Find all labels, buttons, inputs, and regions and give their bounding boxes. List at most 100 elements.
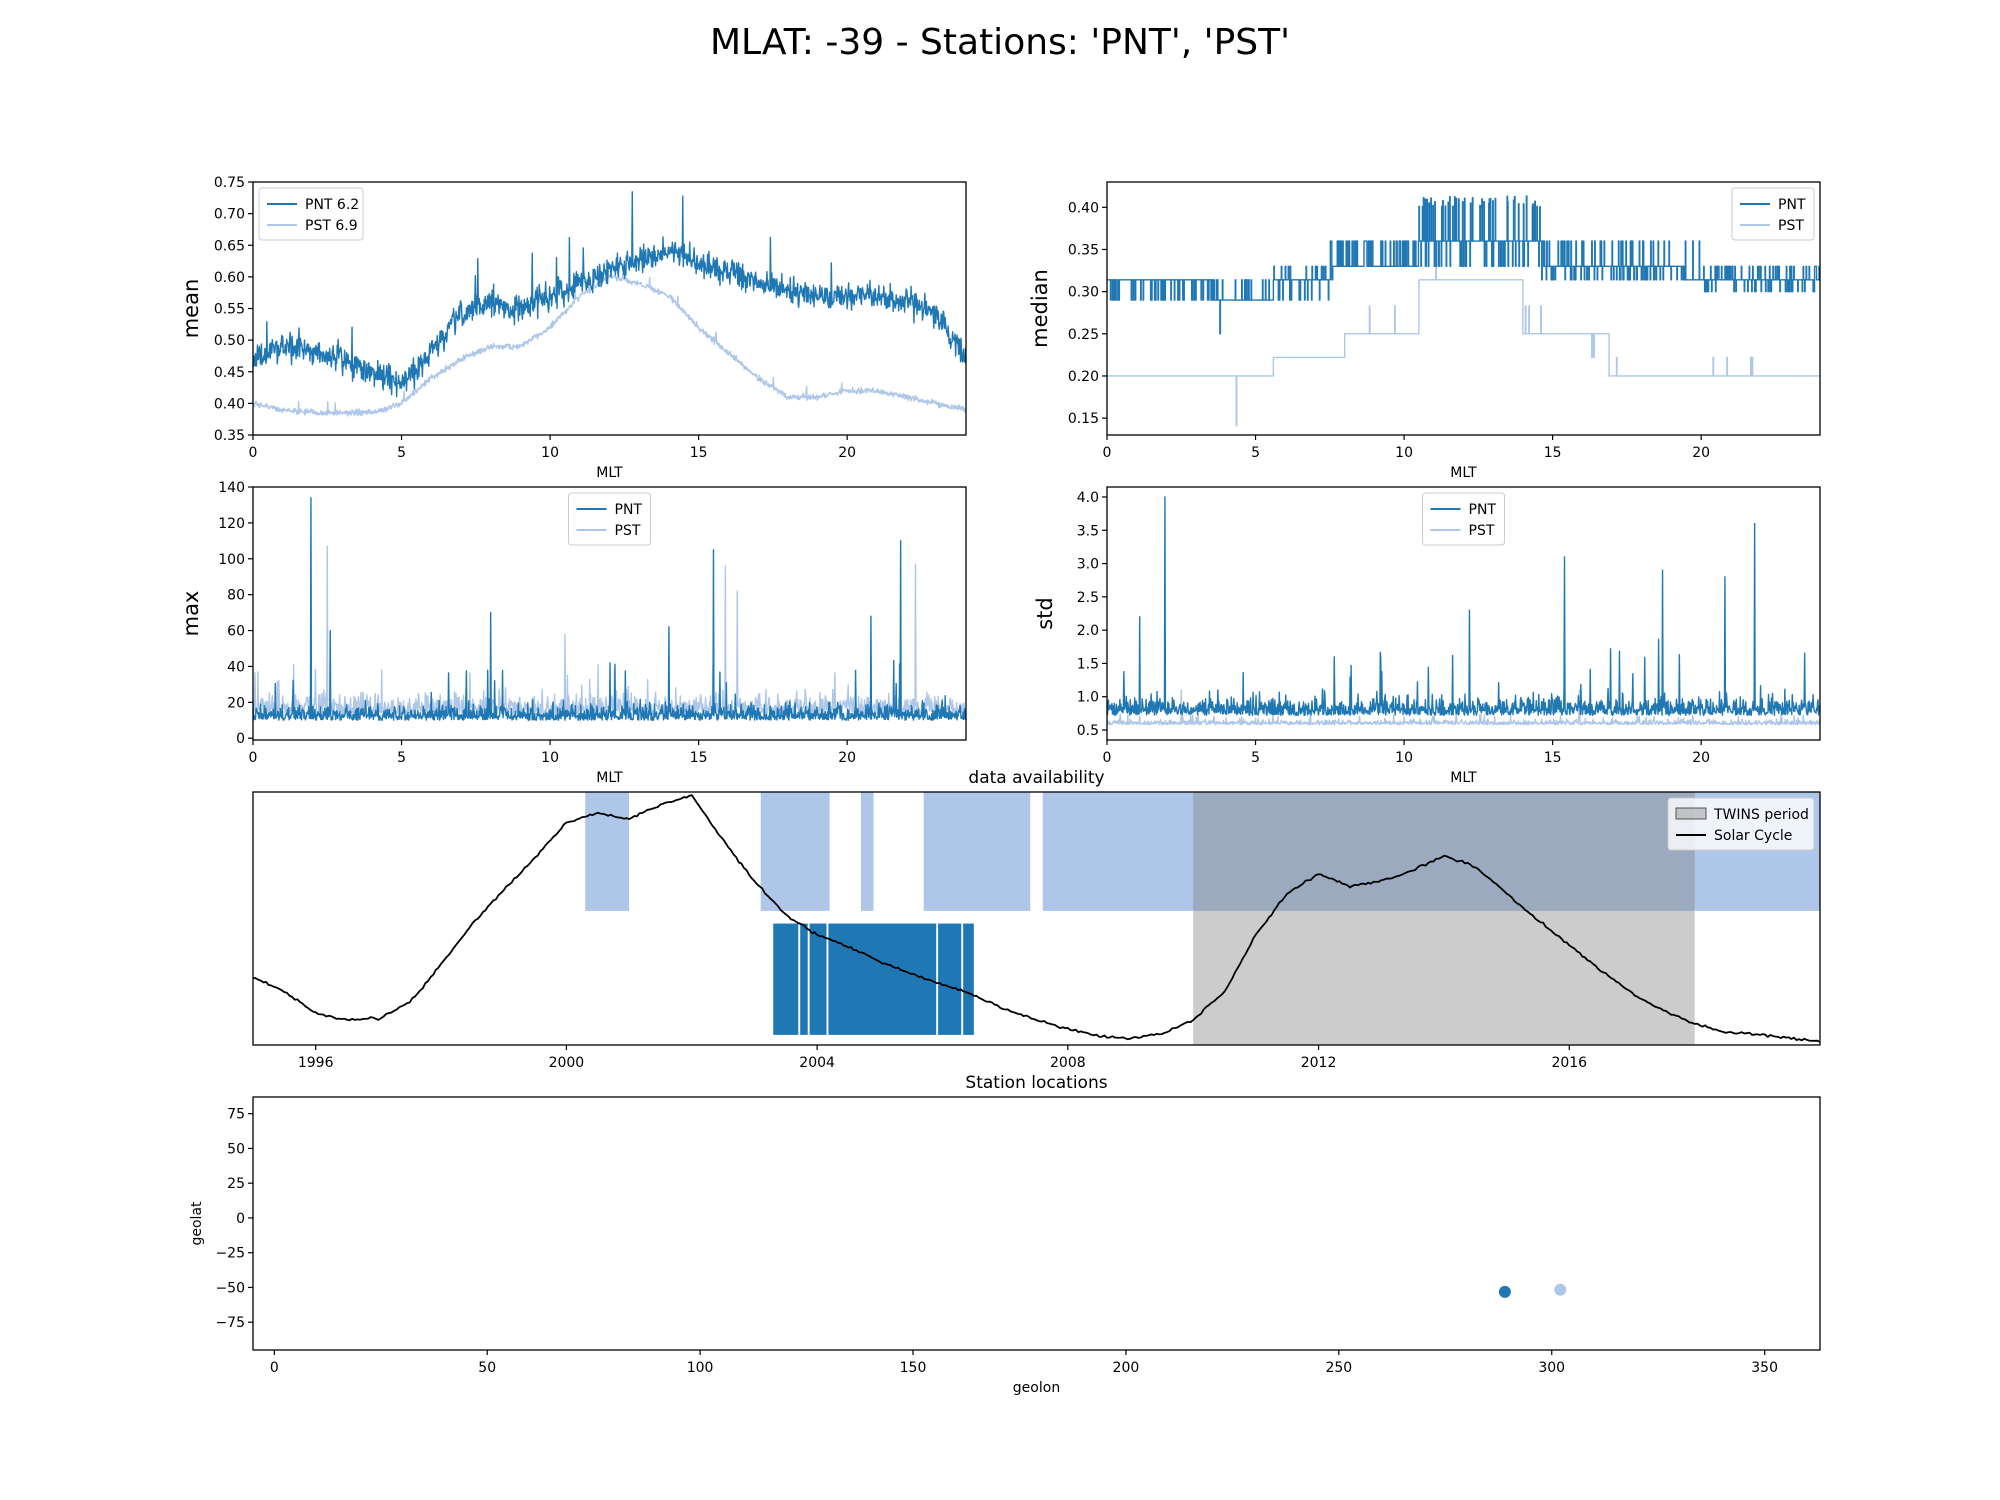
legend-label-PST: PST 6.9 — [305, 218, 358, 234]
legend-label-twins: TWINS period — [1713, 807, 1809, 823]
axes-mean: 0 5 10 15 20 0.35 0.40 0.45 0.50 0.55 0.60 0.65 0.70… — [179, 175, 967, 481]
ytick-label: 120 — [218, 516, 245, 532]
axes-frame — [252, 181, 967, 436]
availability-bar-PST — [860, 792, 874, 911]
availability-bar-PNT — [809, 923, 827, 1035]
series-line-PNT — [1107, 496, 1820, 717]
axes-frame — [252, 486, 967, 741]
ytick-label: −75 — [215, 1315, 245, 1331]
availability-bar-PST — [585, 792, 630, 911]
legend-label-PNT: PNT — [1469, 502, 1497, 518]
legend-label-PST: PST — [615, 523, 641, 539]
xtick-label: 15 — [1544, 445, 1562, 461]
legend-label-PNT: PNT 6.2 — [305, 197, 359, 213]
xtick-label: 50 — [478, 1360, 496, 1376]
ytick-label: 0.5 — [1077, 723, 1099, 739]
series-line-PNT — [253, 497, 966, 721]
ytick-label: 0.25 — [1068, 327, 1099, 343]
availability-bar-PNT — [800, 923, 808, 1035]
ytick-label: 2.5 — [1077, 590, 1099, 606]
xtick-label: 20 — [838, 445, 856, 461]
series-line-PNT — [1107, 195, 1820, 335]
xtick-label: 5 — [1251, 445, 1260, 461]
figure-suptitle: MLAT: -39 - Stations: 'PNT', 'PST' — [709, 22, 1291, 63]
legend-label-PNT: PNT — [1778, 197, 1806, 213]
legend-box — [1731, 187, 1815, 241]
axes-frame — [1106, 181, 1821, 436]
ytick-label: −50 — [215, 1280, 245, 1296]
availability-bar-PST — [923, 792, 1031, 911]
x-axis-label: geolon — [1013, 1380, 1060, 1396]
ytick-label: 0.75 — [214, 175, 245, 191]
ytick-label: 0.45 — [214, 365, 245, 381]
legend: PNT 6.2 PST 6.9 — [258, 187, 364, 241]
legend-label-PNT: PNT — [615, 502, 643, 518]
xtick-label: 100 — [687, 1360, 714, 1376]
plot-area-mean — [253, 191, 966, 417]
xtick-label: 5 — [397, 445, 406, 461]
ytick-label: −25 — [215, 1246, 245, 1262]
ytick-label: 3.0 — [1077, 557, 1099, 573]
xtick-label: 0 — [249, 445, 258, 461]
axes-max: 0 5 10 15 20 0 20 40 60 80 100 120 140 MLT max PNT PST — [179, 480, 967, 786]
plot-area-median — [1107, 195, 1820, 427]
xtick-label: 250 — [1325, 1360, 1352, 1376]
legend-box — [1422, 492, 1505, 546]
xtick-label: 2016 — [1551, 1055, 1587, 1071]
axes-frame — [1106, 486, 1821, 741]
xtick-label: 20 — [1692, 750, 1710, 766]
ytick-label: 140 — [218, 480, 245, 496]
ytick-label: 0.50 — [214, 333, 245, 349]
ytick-label: 75 — [227, 1107, 245, 1123]
xtick-label: 20 — [838, 750, 856, 766]
xtick-label: 350 — [1751, 1360, 1778, 1376]
ytick-label: 100 — [218, 552, 245, 568]
ytick-label: 0.15 — [1068, 411, 1099, 427]
ytick-label: 0.40 — [214, 396, 245, 412]
xtick-label: 0 — [270, 1360, 279, 1376]
xtick-label: 0 — [249, 750, 258, 766]
xtick-label: 1996 — [298, 1055, 334, 1071]
axes-std: 0 5 10 15 20 0.5 1.0 1.5 2.0 2.5 3.0 3.5 4.0 MLT std PN… — [1033, 486, 1821, 786]
ytick-label: 40 — [227, 659, 245, 675]
xtick-label: 5 — [1251, 750, 1260, 766]
xtick-label: 15 — [690, 750, 708, 766]
availability-bar-PNT — [828, 923, 937, 1035]
axes-locations: 0 50 100 150 200 250 300 350 −75 −50 −25 0 25 50 75 geo… — [189, 1073, 1821, 1396]
xtick-label: 15 — [1544, 750, 1562, 766]
ytick-label: 0.35 — [1068, 242, 1099, 258]
x-axis-label: MLT — [1450, 770, 1477, 786]
station-point-PST — [1554, 1283, 1567, 1296]
plot-area-std — [1107, 496, 1820, 726]
xtick-label: 2008 — [1050, 1055, 1086, 1071]
legend-label-PST: PST — [1469, 523, 1495, 539]
xtick-label: 10 — [1395, 750, 1413, 766]
legend-label-solar: Solar Cycle — [1714, 828, 1792, 844]
y-axis-label: mean — [179, 279, 203, 339]
xtick-label: 10 — [541, 750, 559, 766]
legend-label-PST: PST — [1778, 218, 1804, 234]
ytick-label: 4.0 — [1077, 490, 1099, 506]
axes-title: Station locations — [965, 1073, 1107, 1093]
axes-frame — [252, 791, 1821, 1046]
ytick-label: 0.40 — [1068, 200, 1099, 216]
xtick-label: 10 — [1395, 445, 1413, 461]
legend: TWINS period Solar Cycle — [1667, 797, 1815, 851]
legend: PNT PST — [1422, 492, 1505, 546]
ytick-label: 1.5 — [1077, 656, 1099, 672]
xtick-label: 20 — [1692, 445, 1710, 461]
xtick-label: 2004 — [799, 1055, 835, 1071]
y-axis-label: median — [1028, 269, 1052, 348]
x-axis-label: MLT — [596, 465, 623, 481]
availability-bar-PNT — [963, 923, 974, 1035]
series-line-PST — [1107, 240, 1820, 427]
axes-availability: 1996 2000 2004 2008 2012 2016 data availabilit… — [252, 768, 1821, 1071]
ytick-label: 0.30 — [1068, 285, 1099, 301]
legend-box — [1667, 797, 1815, 851]
ytick-label: 0 — [236, 1211, 245, 1227]
xtick-label: 150 — [900, 1360, 927, 1376]
x-axis-label: MLT — [596, 770, 623, 786]
ytick-label: 1.0 — [1077, 690, 1099, 706]
ytick-label: 0.60 — [214, 270, 245, 286]
